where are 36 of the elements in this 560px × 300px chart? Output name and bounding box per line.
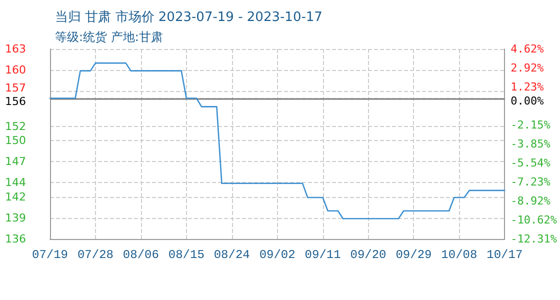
y2-tick-label: -3.85% [510,138,551,151]
y-tick-label: 163 [5,42,26,56]
x-tick-label: 10/08 [441,248,478,262]
y2-tick-label: -7.23% [510,175,551,188]
y-tick-label: 150 [5,134,26,147]
y-tick-label: 147 [5,155,26,168]
y-tick-label: 160 [5,64,26,77]
y2-tick-label: -2.15% [510,118,551,132]
y-tick-label: 139 [5,211,26,224]
x-tick-label: 08/24 [214,248,250,262]
chart-subtitle: 等级:统货 产地:甘肃 [55,30,163,44]
x-tick-label: 10/17 [486,248,523,262]
y2-tick-label: 2.92% [510,62,544,75]
x-tick-label: 07/28 [77,248,114,262]
y2-tick-label: -12.31% [510,232,558,246]
x-tick-label: 09/20 [350,248,386,262]
y2-tick-label: -5.54% [510,156,551,170]
y-tick-label: 144 [5,176,26,190]
y-tick-label: 142 [5,190,26,204]
y2-tick-label: 4.62% [510,42,544,56]
y-tick-label: 136 [5,232,26,246]
x-tick-label: 08/06 [122,248,159,262]
y-tick-label: 156 [5,94,26,108]
x-tick-label: 09/11 [304,248,341,262]
y2-tick-label: 0.00% [510,94,544,108]
y-tick-label: 157 [5,82,26,95]
line-series [49,62,506,220]
y2-tick-label: -8.92% [510,194,551,208]
chart-title: 当归 甘肃 市场价 2023-07-19 - 2023-10-17 [55,10,322,25]
x-tick-label: 08/15 [168,248,204,262]
x-tick-label: 09/02 [259,248,296,262]
x-tick-label: 07/19 [32,248,68,262]
y2-tick-label: -10.62% [510,214,558,227]
x-tick-label: 09/29 [396,248,432,262]
y-tick-label: 152 [5,120,26,133]
y2-tick-label: 1.23% [510,80,544,94]
